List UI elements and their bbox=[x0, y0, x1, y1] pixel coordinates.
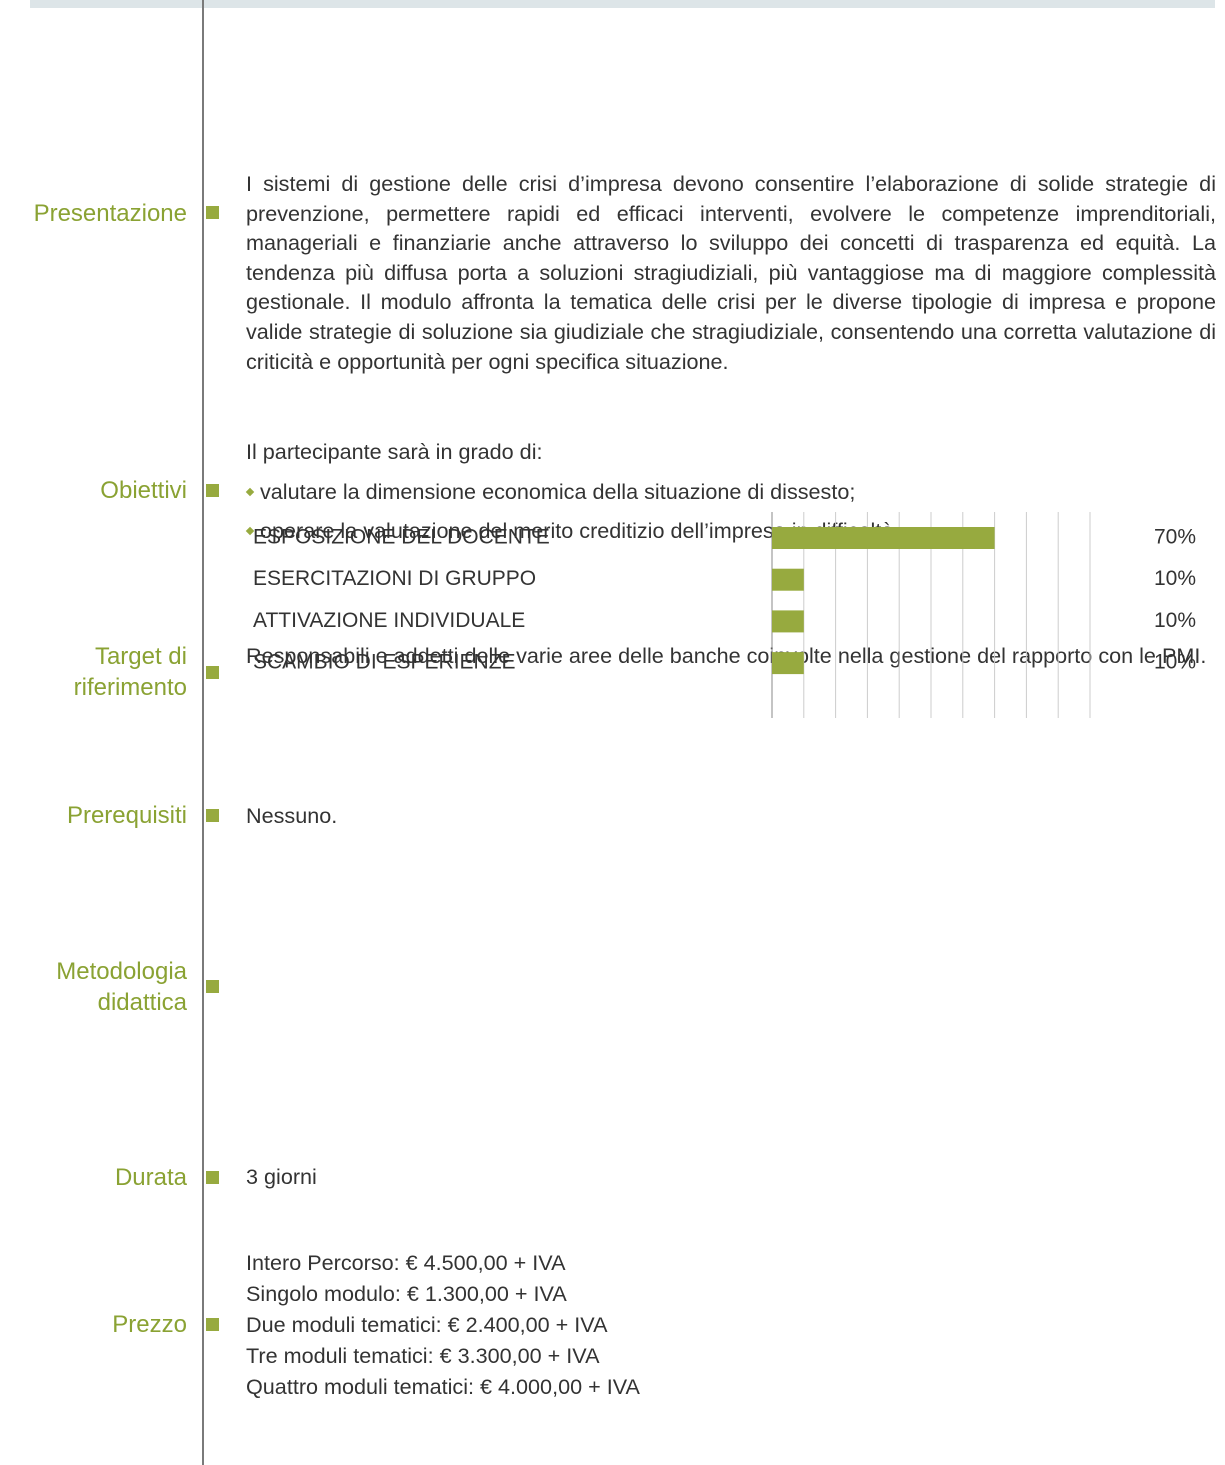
price-list: Intero Percorso: € 4.500,00 + IVA Singol… bbox=[246, 1247, 1216, 1402]
chart: ESPOSIZIONE DEL DOCENTE 70% ESERCITAZIONI … bbox=[253, 512, 1196, 718]
marker bbox=[206, 206, 219, 219]
paragraph: Nessuno. bbox=[246, 803, 338, 828]
marker bbox=[206, 1318, 219, 1331]
top-band bbox=[30, 0, 1215, 8]
category-label: ATTIVAZIONE INDIVIDUALE bbox=[253, 609, 525, 632]
section-label: Target di riferimento bbox=[73, 643, 187, 701]
marker bbox=[206, 809, 219, 822]
value-label: 10% bbox=[1154, 609, 1196, 632]
bullet: valutare la dimensione economica della s… bbox=[246, 477, 1216, 507]
section-label: Presentazione bbox=[33, 200, 187, 227]
section-label: Metodologia didattica bbox=[56, 958, 187, 1016]
category-label: SCAMBIO DI ESPERIENZE bbox=[253, 651, 516, 674]
section-label: Prezzo bbox=[112, 1311, 187, 1338]
bar bbox=[772, 652, 804, 675]
category-label: ESPOSIZIONE DEL DOCENTE bbox=[253, 526, 550, 549]
value-label: 10% bbox=[1154, 567, 1196, 590]
category-label: ESERCITAZIONI DI GRUPPO bbox=[253, 567, 536, 590]
timeline bbox=[202, 0, 204, 1465]
price: Singolo modulo: € 1.300,00 + IVA bbox=[246, 1281, 567, 1306]
section-label: Obiettivi bbox=[100, 477, 187, 504]
price: Due moduli tematici: € 2.400,00 + IVA bbox=[246, 1312, 608, 1337]
intro: Il partecipante sarà in grado di: bbox=[246, 439, 543, 464]
paragraph: I sistemi di gestione delle crisi d’impr… bbox=[246, 171, 1216, 374]
value-label: 70% bbox=[1154, 526, 1196, 549]
bar bbox=[772, 527, 995, 549]
price: Intero Percorso: € 4.500,00 + IVA bbox=[246, 1250, 566, 1275]
section-label: Durata bbox=[114, 1164, 187, 1191]
bar bbox=[772, 610, 804, 633]
bar bbox=[772, 568, 804, 591]
price: Tre moduli tematici: € 3.300,00 + IVA bbox=[246, 1343, 600, 1368]
section-label: Prerequisiti bbox=[66, 802, 187, 829]
marker bbox=[206, 484, 219, 497]
marker bbox=[206, 666, 219, 679]
paragraph: Responsabili e addetti delle varie aree … bbox=[246, 643, 1207, 668]
paragraph: 3 giorni bbox=[246, 1164, 317, 1189]
price: Quattro moduli tematici: € 4.000,00 + IV… bbox=[246, 1374, 640, 1399]
value-label: 10% bbox=[1154, 651, 1196, 674]
marker bbox=[206, 1171, 219, 1184]
marker bbox=[206, 980, 219, 993]
